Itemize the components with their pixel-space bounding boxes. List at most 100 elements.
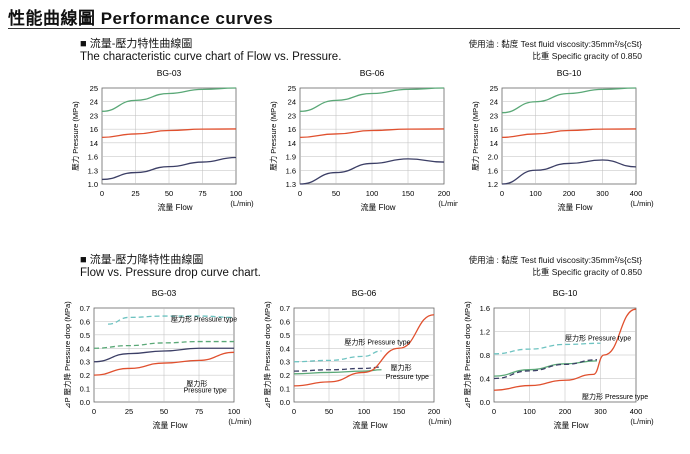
x-axis-label: 流量 Flow: [152, 420, 187, 430]
y-tick-label: 1.6: [88, 153, 98, 162]
x-tick-label: 200: [563, 189, 576, 198]
series-line: [493, 342, 601, 355]
chart-annotation: 壓力形 Pressure type: [171, 314, 237, 323]
y-tick-label: 24: [90, 98, 98, 107]
y-tick-label: 16: [490, 125, 498, 134]
x-tick-label: 100: [523, 407, 536, 416]
y-tick-label: 14: [288, 139, 296, 148]
chart-title: BG-03: [157, 68, 182, 78]
y-axis-label: ⊿P 壓力降 Pressure drop (MPa): [62, 301, 72, 409]
series-line: [101, 128, 237, 139]
y-tick-label: 0.0: [80, 398, 90, 407]
series-line: [93, 347, 234, 363]
y-tick-label: 0.1: [280, 385, 290, 394]
chart-annotation: Pressure type: [386, 374, 429, 381]
y-tick-label: 0.2: [280, 371, 290, 380]
y-tick-label: 14: [490, 139, 498, 148]
series-line: [93, 351, 235, 376]
y-axis-label: ⊿P 壓力降 Pressure drop (MPa): [262, 301, 272, 409]
y-axis-label: ⊿P 壓力降 Pressure drop (MPa): [462, 301, 472, 409]
chart-annotation: Pressure type: [184, 388, 227, 395]
y-tick-label: 1.9: [286, 153, 296, 162]
y-tick-label: 1.6: [286, 166, 296, 175]
chart-bg06-pressure: BG-06 1.3 1.6 1.9 14 16 23 24 25 0 50 100 150 200 流量 F…: [268, 68, 458, 212]
y-tick-label: 0.0: [280, 398, 290, 407]
x-tick-label: 100: [358, 407, 371, 416]
x-tick-label: 50: [325, 407, 333, 416]
y-tick-label: 0.6: [280, 317, 290, 326]
y-tick-label: 0.7: [280, 304, 290, 313]
title-divider: [8, 28, 680, 29]
y-tick-label: 24: [288, 98, 296, 107]
series-line: [293, 366, 382, 372]
y-tick-label: 1.0: [88, 180, 98, 189]
x-tick-label: 0: [298, 189, 302, 198]
y-tick-label: 1.2: [488, 180, 498, 189]
y-tick-label: 1.3: [286, 180, 296, 189]
x-tick-label: 75: [195, 407, 203, 416]
series-line: [299, 158, 445, 185]
chart-bg06-pressure-drop: BG-06 0.0 0.1 0.2 0.3 0.4 0.5 0.6 0.7 0 50 100 150 20…: [262, 288, 452, 430]
y-tick-label: 16: [288, 125, 296, 134]
y-tick-label: 23: [90, 111, 98, 120]
y-tick-label: 0.7: [80, 304, 90, 313]
x-tick-label: 200: [559, 407, 572, 416]
section2-note-viscosity: 使用油 : 黏度 Test fluid viscosity:35mm²/s{cS…: [468, 255, 642, 265]
x-tick-label: 0: [292, 407, 296, 416]
section1-note-gravity: 比重 Specific gracity of 0.850: [532, 51, 642, 61]
y-tick-label: 24: [490, 98, 498, 107]
x-axis-unit: (L/min): [428, 417, 452, 426]
section1-title-zh: ■ 流量-壓力特性曲線圖: [80, 38, 193, 50]
chart-bg10-pressure-drop: BG-10 0.0 0.4 0.8 1.2 1.6 0 100 200 300 400 壓力形 Pre…: [462, 288, 654, 430]
series-line: [501, 128, 637, 139]
x-tick-label: 100: [366, 189, 379, 198]
section1-title-en: The characteristic curve chart of Flow v…: [80, 51, 342, 63]
y-tick-label: 14: [90, 139, 98, 148]
x-tick-label: 0: [500, 189, 504, 198]
x-tick-label: 200: [438, 189, 451, 198]
x-axis-label: 流量 Flow: [553, 420, 588, 430]
x-axis-label: 流量 Flow: [557, 202, 592, 212]
y-tick-label: 1.6: [480, 304, 490, 313]
y-tick-label: 0.1: [80, 385, 90, 394]
section1-note-viscosity: 使用油 : 黏度 Test fluid viscosity:35mm²/s{cS…: [468, 39, 642, 49]
y-axis-label: 壓力 Pressure (MPa): [470, 101, 480, 171]
x-tick-label: 50: [160, 407, 168, 416]
chart-title: BG-03: [152, 288, 177, 298]
series-line: [293, 350, 382, 363]
section1-heading: ■ 流量-壓力特性曲線圖 The characteristic curve ch…: [80, 38, 341, 64]
series-line: [101, 156, 237, 181]
x-tick-label: 150: [393, 407, 406, 416]
chart-annotation: 壓力形 Pressure type: [565, 333, 631, 342]
section2-title-en: Flow vs. Pressure drop curve chart.: [80, 267, 261, 279]
x-tick-label: 25: [125, 407, 133, 416]
y-tick-label: 25: [490, 84, 498, 93]
x-tick-label: 100: [228, 407, 241, 416]
series-line: [493, 308, 637, 391]
x-tick-label: 50: [332, 189, 340, 198]
y-tick-label: 0.5: [80, 331, 90, 340]
chart-title: BG-10: [557, 68, 582, 78]
series-line: [501, 159, 637, 185]
series-line: [93, 340, 234, 349]
x-tick-label: 400: [630, 189, 643, 198]
x-axis-unit: (L/min): [630, 417, 654, 426]
x-tick-label: 100: [230, 189, 243, 198]
chart-annotation: 壓力形 Pressure type: [344, 337, 410, 346]
y-tick-label: 25: [288, 84, 296, 93]
chart-bg10-pressure: BG-10 1.2 1.6 2.0 14 16 23 24 25 0 100 200 300 400 流量 …: [470, 68, 654, 212]
chart-annotation: 壓力形: [391, 363, 412, 372]
series-line: [299, 87, 445, 112]
series-line: [299, 128, 445, 139]
section1-fluid-note: 使用油 : 黏度 Test fluid viscosity:35mm²/s{cS…: [469, 38, 642, 62]
y-tick-label: 0.6: [80, 317, 90, 326]
y-tick-label: 1.6: [488, 166, 498, 175]
x-tick-label: 400: [630, 407, 643, 416]
y-tick-label: 0.5: [280, 331, 290, 340]
y-tick-label: 0.4: [480, 375, 490, 384]
x-tick-label: 0: [100, 189, 104, 198]
section2-fluid-note: 使用油 : 黏度 Test fluid viscosity:35mm²/s{cS…: [469, 254, 642, 278]
y-tick-label: 1.2: [480, 328, 490, 337]
y-tick-label: 23: [490, 111, 498, 120]
x-tick-label: 50: [165, 189, 173, 198]
